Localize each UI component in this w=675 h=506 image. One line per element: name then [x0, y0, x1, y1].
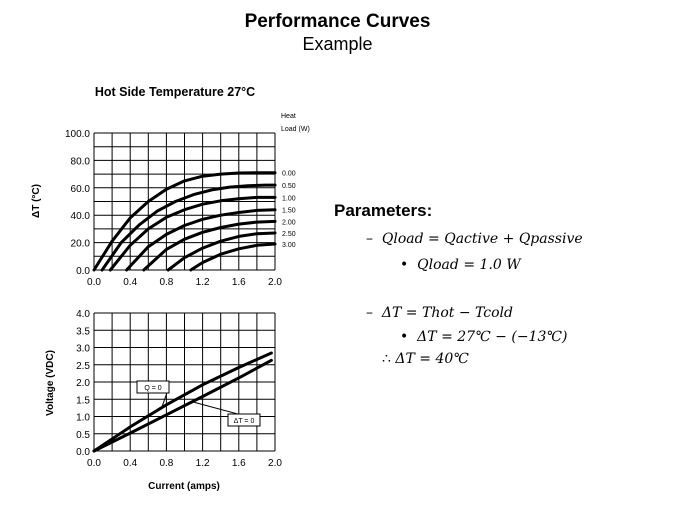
y-tick-label: 20.0 — [71, 239, 91, 250]
series-line — [92, 171, 277, 272]
dash-marker: – — [366, 231, 373, 247]
x-tick-label: 1.6 — [232, 458, 246, 469]
therefore-marker: ∴ — [382, 351, 391, 367]
chart1-title: Hot Side Temperature 27°C — [95, 85, 255, 99]
y-tick-label: 2.0 — [76, 378, 90, 389]
series-line — [125, 208, 277, 272]
y-tick-label: 4.0 — [76, 309, 90, 320]
param-line-dt-result: ∴ ΔT = 40℃ — [382, 351, 469, 367]
x-tick-label: 0.4 — [123, 458, 137, 469]
param-line-qload-value: • Qload = 1.0 W — [400, 257, 521, 273]
x-tick-label: 2.0 — [268, 458, 282, 469]
chart1-legend-title-line1: Heat — [281, 113, 296, 120]
parameters-heading: Parameters: — [334, 201, 433, 220]
annotation-label: Q = 0 — [144, 385, 161, 392]
y-tick-label: 1.5 — [76, 395, 90, 406]
y-tick-label: 2.5 — [76, 361, 90, 372]
x-tick-label: 0.0 — [87, 458, 101, 469]
bullet-marker: • — [400, 329, 409, 345]
param-line-qload-definition: – Qload = Qactive + Qpassive — [366, 231, 583, 247]
series-line — [92, 358, 273, 453]
x-tick-label: 0.0 — [87, 277, 101, 288]
series-end-label: 0.50 — [282, 183, 296, 190]
x-tick-label: 2.0 — [268, 277, 282, 288]
x-tick-label: 0.4 — [123, 277, 137, 288]
y-tick-label: 0.0 — [76, 266, 90, 277]
chart1-ylabel: ΔT (°C) — [31, 184, 42, 218]
param-line-dt-definition: – ΔT = Thot − Tcold — [366, 305, 513, 321]
y-tick-label: 40.0 — [71, 211, 91, 222]
series-line — [189, 242, 277, 272]
series-end-label: 1.00 — [282, 195, 296, 202]
y-tick-label: 3.5 — [76, 326, 90, 337]
y-tick-label: 60.0 — [71, 184, 91, 195]
annotation-box — [227, 413, 261, 427]
y-tick-label: 0.5 — [76, 430, 90, 441]
series-end-label: 0.00 — [282, 171, 296, 178]
bullet-marker: • — [400, 257, 409, 273]
param-text: ΔT = 27℃ − (−13℃) — [417, 329, 568, 345]
series-line — [142, 219, 277, 272]
annotation-label: ΔT = 0 — [234, 418, 255, 425]
series-end-label: 2.00 — [282, 219, 296, 226]
series-line — [92, 351, 273, 453]
x-tick-label: 1.6 — [232, 277, 246, 288]
x-tick-label: 0.8 — [159, 458, 173, 469]
param-text: Qload = 1.0 W — [417, 257, 521, 273]
y-tick-label: 80.0 — [71, 156, 91, 167]
chart2-xlabel: Current (amps) — [148, 481, 220, 492]
chart1-legend-title-line2: Load (W) — [281, 126, 310, 133]
dash-marker: – — [366, 305, 373, 321]
annotation-box — [136, 380, 170, 394]
y-tick-label: 3.0 — [76, 344, 90, 355]
y-tick-label: 1.0 — [76, 413, 90, 424]
x-tick-label: 0.8 — [159, 277, 173, 288]
series-end-label: 2.50 — [282, 231, 296, 238]
slide-title: Performance Curves — [244, 11, 431, 32]
y-tick-label: 100.0 — [65, 129, 90, 140]
param-text: ΔT = 40℃ — [395, 351, 469, 367]
x-tick-label: 1.2 — [196, 458, 210, 469]
series-end-label: 1.50 — [282, 208, 296, 215]
param-text: ΔT = Thot − Tcold — [381, 305, 513, 321]
slide-subtitle: Example — [302, 34, 373, 54]
series-line — [108, 195, 277, 272]
series-line — [166, 231, 277, 272]
param-line-dt-calc: • ΔT = 27℃ − (−13℃) — [400, 329, 568, 345]
param-text: Qload = Qactive + Qpassive — [381, 231, 583, 247]
y-tick-label: 0.0 — [76, 447, 90, 458]
series-line — [100, 183, 277, 272]
series-end-label: 3.00 — [282, 242, 296, 249]
x-tick-label: 1.2 — [196, 277, 210, 288]
chart2-ylabel: Voltage (VDC) — [45, 350, 56, 416]
